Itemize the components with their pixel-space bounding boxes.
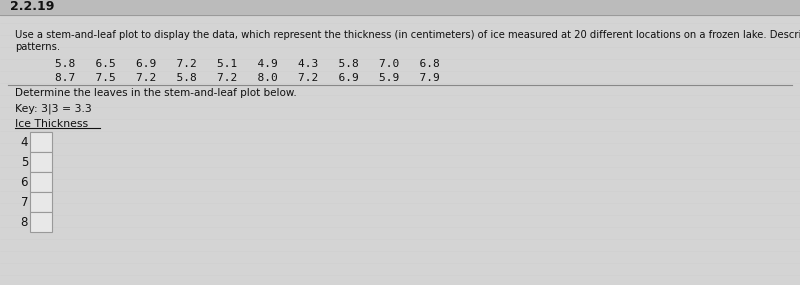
Text: 6: 6 bbox=[21, 176, 28, 188]
Bar bbox=[0, 0, 800, 15]
Text: patterns.: patterns. bbox=[15, 42, 60, 52]
Text: 5.8   6.5   6.9   7.2   5.1   4.9   4.3   5.8   7.0   6.8: 5.8 6.5 6.9 7.2 5.1 4.9 4.3 5.8 7.0 6.8 bbox=[55, 59, 440, 69]
Text: 4: 4 bbox=[21, 135, 28, 148]
Bar bbox=[30, 172, 52, 192]
Text: 5: 5 bbox=[21, 156, 28, 168]
Text: 2.2.19: 2.2.19 bbox=[10, 1, 54, 13]
Text: 8.7   7.5   7.2   5.8   7.2   8.0   7.2   6.9   5.9   7.9: 8.7 7.5 7.2 5.8 7.2 8.0 7.2 6.9 5.9 7.9 bbox=[55, 73, 440, 83]
Bar bbox=[30, 132, 52, 152]
Bar bbox=[30, 152, 52, 172]
Text: Use a stem-and-leaf plot to display the data, which represent the thickness (in : Use a stem-and-leaf plot to display the … bbox=[15, 30, 800, 40]
Text: Ice Thickness: Ice Thickness bbox=[15, 119, 88, 129]
Text: Key: 3|3 = 3.3: Key: 3|3 = 3.3 bbox=[15, 103, 92, 113]
Bar bbox=[30, 212, 52, 232]
Text: Determine the leaves in the stem-and-leaf plot below.: Determine the leaves in the stem-and-lea… bbox=[15, 88, 297, 98]
Text: 8: 8 bbox=[21, 215, 28, 229]
Text: 7: 7 bbox=[21, 196, 28, 209]
Bar bbox=[30, 192, 52, 212]
